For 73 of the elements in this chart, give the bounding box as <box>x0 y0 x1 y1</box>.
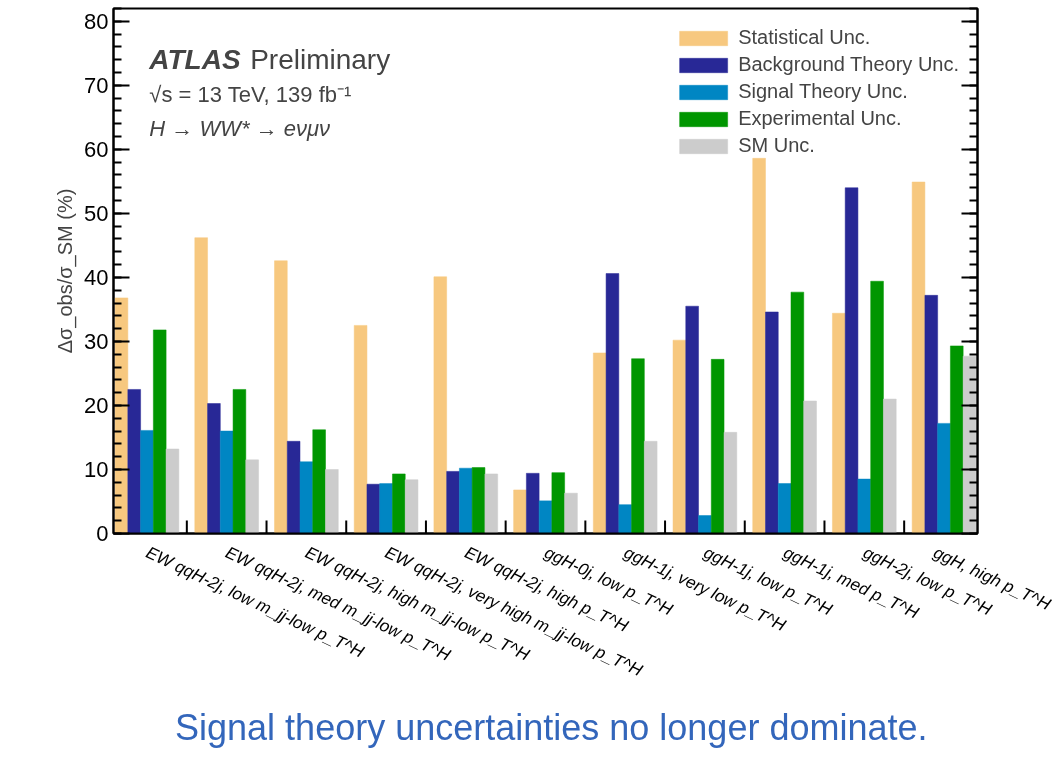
bar <box>392 473 406 534</box>
annotation: H → WW* → eνμν <box>149 116 331 142</box>
y-tick-label: 0 <box>96 521 109 546</box>
bar <box>937 423 951 534</box>
y-axis-title: Δσ_obs/σ_SM (%) <box>54 188 78 354</box>
bar <box>526 473 540 534</box>
y-tick-label: 10 <box>84 456 109 482</box>
bar <box>299 461 314 534</box>
legend-label: SM Unc. <box>738 134 815 157</box>
bar <box>605 273 620 534</box>
bar <box>471 467 486 534</box>
annotation: ATLAS Preliminary <box>148 43 391 75</box>
bar <box>962 355 977 534</box>
bar <box>564 492 578 534</box>
bar <box>685 305 699 534</box>
bar <box>153 329 167 534</box>
y-tick-label: 30 <box>84 328 109 354</box>
legend-label: Background Theory Unc. <box>738 53 959 76</box>
y-tick-label: 60 <box>84 136 109 162</box>
bar <box>551 472 565 534</box>
bar <box>194 237 208 534</box>
bar <box>844 187 859 534</box>
bar <box>484 473 498 534</box>
bar <box>459 467 473 534</box>
bar <box>245 459 259 534</box>
bar <box>777 483 792 534</box>
bar <box>950 345 964 534</box>
bar <box>593 352 607 534</box>
legend-label: Signal Theory Unc. <box>738 80 908 103</box>
bar <box>287 441 301 534</box>
annotation: √s = 13 TeV, 139 fb⁻¹ <box>149 82 352 108</box>
bar <box>274 260 288 534</box>
bar <box>538 500 553 534</box>
bar <box>924 295 938 534</box>
legend-label: Statistical Unc. <box>738 26 871 49</box>
bar <box>140 430 154 534</box>
bar <box>911 181 926 534</box>
bar <box>618 504 632 534</box>
bar <box>165 448 180 534</box>
bar <box>446 471 460 534</box>
y-tick-label: 40 <box>84 264 109 290</box>
bar <box>711 359 725 534</box>
bar <box>220 430 234 534</box>
bar <box>723 432 738 534</box>
bar <box>672 339 687 534</box>
bar <box>644 441 658 534</box>
bar <box>752 158 766 534</box>
y-tick-label: 70 <box>84 72 109 98</box>
bar <box>765 311 779 534</box>
bar <box>127 389 141 534</box>
y-tick-label: 20 <box>84 392 109 418</box>
text: Signal theory uncertainties no longer dominate. <box>175 707 928 748</box>
legend-label: Experimental Unc. <box>738 107 902 130</box>
bar <box>832 313 846 534</box>
bar <box>353 325 368 534</box>
bar <box>312 429 326 534</box>
y-tick-label: 80 <box>84 8 109 34</box>
bar <box>631 358 645 534</box>
bar <box>366 483 380 534</box>
y-tick-label: 50 <box>84 200 109 226</box>
bar <box>698 515 712 534</box>
bar <box>433 276 447 534</box>
bar <box>379 483 393 534</box>
bar <box>857 478 871 534</box>
bar <box>790 291 804 534</box>
bar <box>232 389 247 534</box>
bar <box>207 403 221 534</box>
bar <box>883 398 897 534</box>
bar <box>325 469 339 534</box>
bar <box>513 489 527 534</box>
bar <box>404 479 419 534</box>
bar <box>803 400 817 534</box>
bar <box>870 280 884 534</box>
